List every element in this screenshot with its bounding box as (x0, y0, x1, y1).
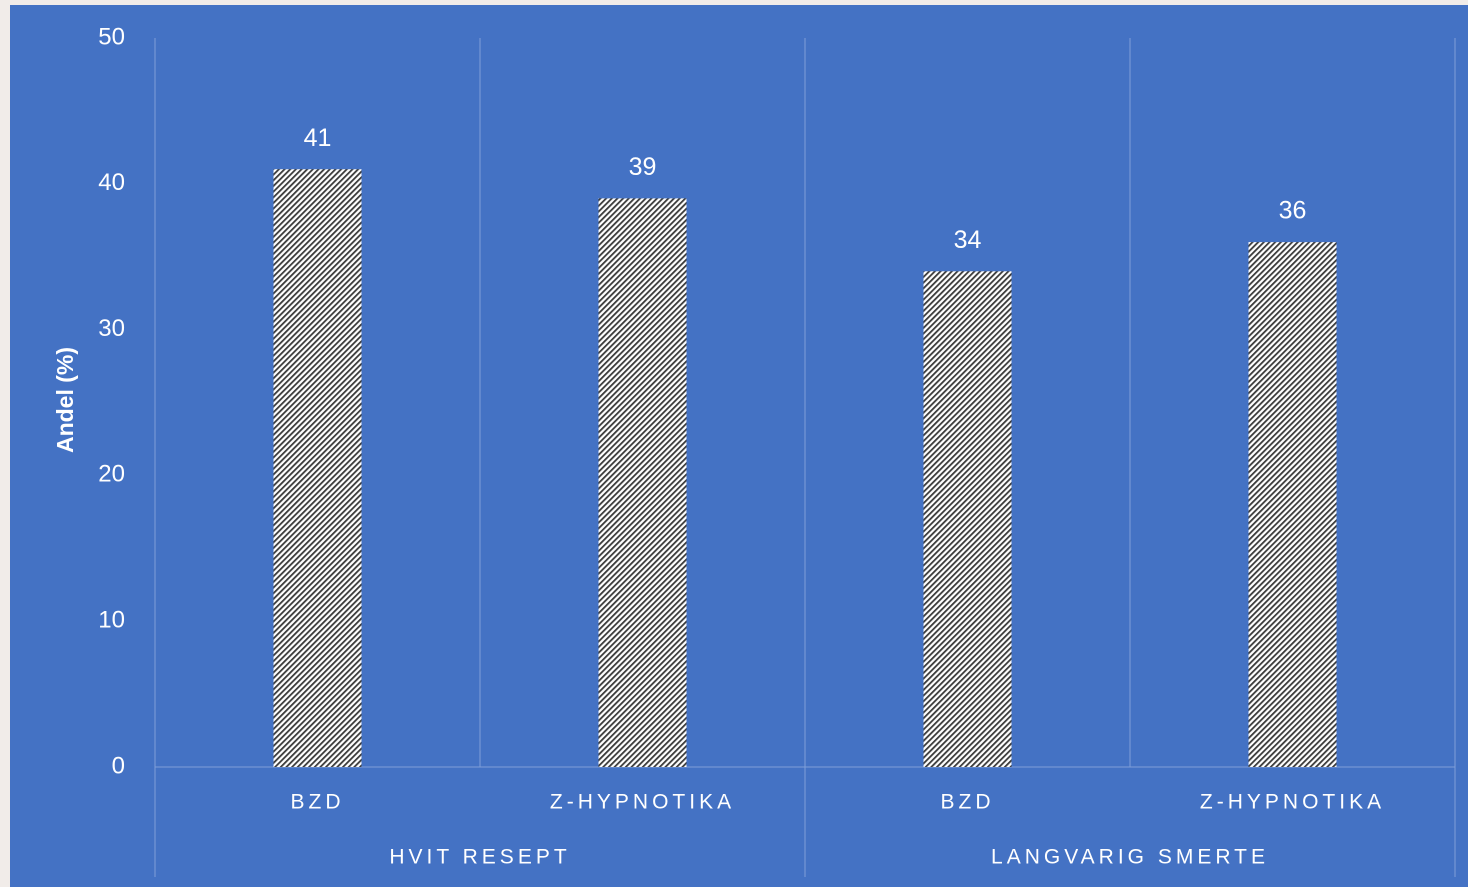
group-label: HVIT RESEPT (389, 846, 570, 869)
bar (273, 169, 362, 768)
x-tick-label: BZD (291, 791, 345, 814)
x-tick-label: Z-HYPNOTIKA (1200, 791, 1385, 814)
bar (598, 198, 687, 767)
bar (923, 271, 1012, 767)
y-tick-label: 0 (112, 752, 125, 779)
y-axis-label: Andel (%) (52, 347, 78, 453)
x-tick-label: Z-HYPNOTIKA (550, 791, 735, 814)
group-label: LANGVARIG SMERTE (991, 846, 1269, 869)
data-label: 36 (1279, 197, 1307, 225)
data-label: 34 (954, 226, 982, 254)
y-tick-label: 40 (98, 169, 125, 196)
chart-background (10, 5, 1468, 887)
data-label: 41 (304, 124, 332, 152)
data-label: 39 (629, 153, 657, 181)
y-tick-label: 50 (98, 23, 125, 50)
x-tick-label: BZD (941, 791, 995, 814)
y-tick-label: 20 (98, 461, 125, 488)
bar (1248, 242, 1337, 767)
y-tick-label: 10 (98, 607, 125, 634)
y-tick-label: 30 (98, 315, 125, 342)
